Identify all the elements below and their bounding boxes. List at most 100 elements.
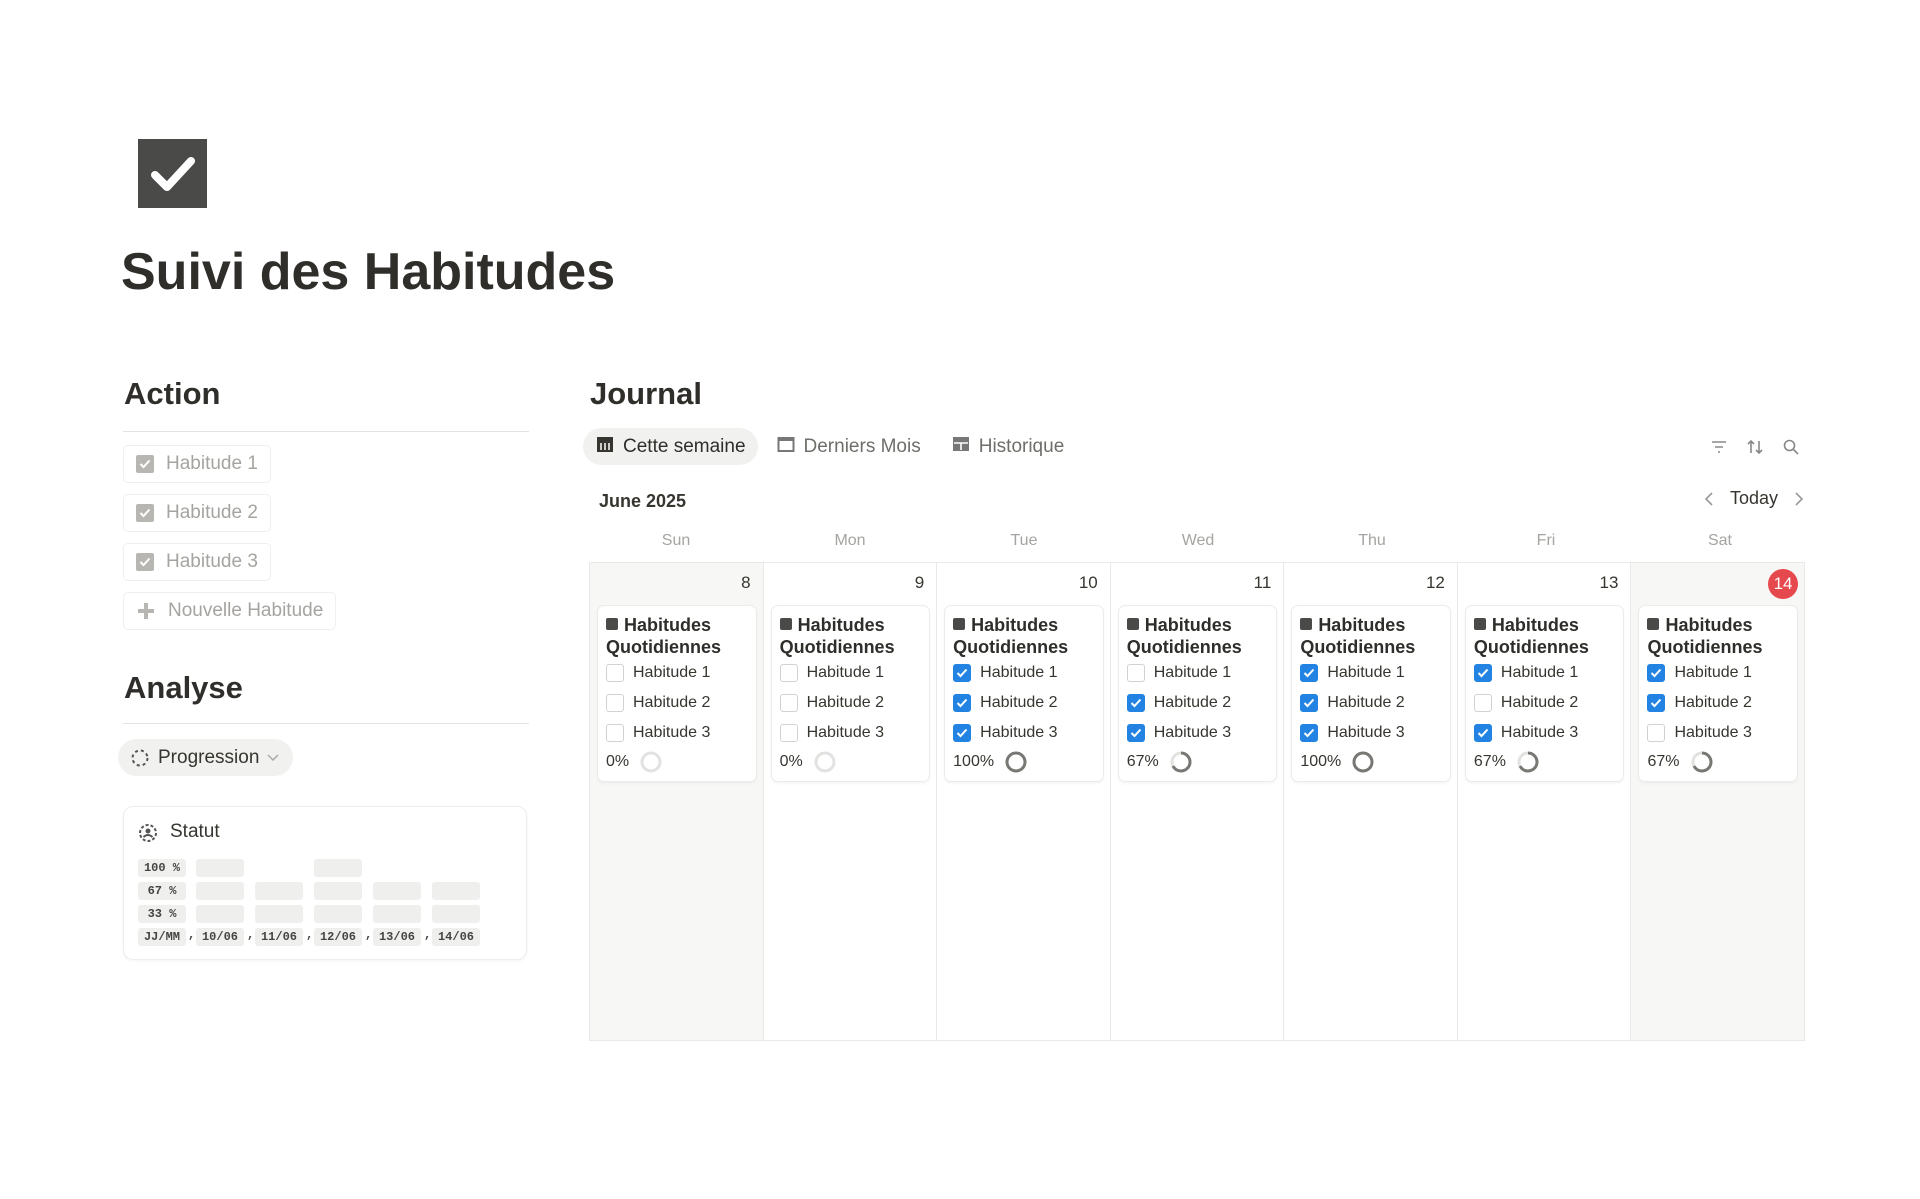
chevron-left-icon[interactable]	[1704, 491, 1714, 507]
habit-label: Habitude 2	[633, 694, 711, 711]
day-cell[interactable]: 11 Habitudes Quotidiennes Habitude 1 Habitu…	[1111, 563, 1285, 1040]
habit-checkbox[interactable]	[1300, 694, 1319, 712]
tab-historique[interactable]: Historique	[939, 428, 1077, 465]
habit-label: Habitude 2	[166, 502, 258, 523]
habit-card[interactable]: Habitudes Quotidiennes Habitude 1 Habitude…	[598, 606, 756, 781]
progress-ring	[1170, 751, 1192, 773]
habit-label: Habitude 3	[1674, 724, 1752, 741]
habit-button[interactable]: Habitude 1	[123, 445, 271, 483]
day-cell[interactable]: 8 Habitudes Quotidiennes Habitude 1 Habitud…	[590, 563, 764, 1040]
weekday-header: Sat	[1707, 532, 1732, 549]
habit-card[interactable]: Habitudes Quotidiennes Habitude 1 Habitude…	[1118, 606, 1277, 781]
habit-checkbox[interactable]	[779, 664, 798, 682]
habit-checkbox[interactable]	[1126, 664, 1145, 682]
tab-derniers-mois[interactable]: Derniers Mois	[764, 428, 933, 465]
habit-checkbox[interactable]	[1300, 724, 1319, 742]
search-icon[interactable]	[1782, 438, 1800, 456]
new-habit-button[interactable]: Nouvelle Habitude	[123, 592, 337, 630]
status-bar-cell	[255, 905, 303, 923]
habit-checkbox[interactable]	[953, 724, 972, 742]
divider	[123, 431, 529, 432]
habit-label: Habitude 1	[1327, 664, 1405, 681]
habit-card[interactable]: Habitudes Quotidiennes Habitude 1 Habitude…	[1292, 606, 1450, 781]
checkbox-icon	[136, 455, 154, 473]
status-bar-cell	[432, 905, 480, 923]
checkbox-icon	[1647, 618, 1660, 630]
date-label: 13/06	[373, 928, 421, 946]
card-title: Habitudes Quotidiennes	[953, 615, 1069, 657]
habit-card[interactable]: Habitudes Quotidiennes Habitude 1 Habitude…	[1465, 606, 1624, 781]
status-bar-cell	[255, 882, 303, 900]
status-bar-cell	[196, 905, 244, 923]
tab-cette-semaine[interactable]: Cette semaine	[583, 428, 758, 465]
date-label: 11/06	[255, 928, 303, 946]
today-button[interactable]: Today	[1729, 488, 1778, 508]
habit-label: Habitude 1	[806, 664, 884, 681]
tab-label: Historique	[978, 435, 1065, 457]
habit-label: Habitude 2	[1674, 694, 1752, 711]
habit-checkbox[interactable]	[606, 694, 624, 712]
habit-checkbox[interactable]	[1473, 694, 1492, 712]
habit-checkbox[interactable]	[1647, 664, 1666, 682]
weekday-header: Thu	[1358, 532, 1386, 549]
day-cell[interactable]: 13 Habitudes Quotidiennes Habitude 1 Habitu…	[1458, 563, 1632, 1040]
weekday-header: Fri	[1536, 532, 1556, 549]
status-icon	[139, 824, 157, 842]
habit-card[interactable]: Habitudes Quotidiennes Habitude 1 Habitude…	[1639, 606, 1798, 781]
progress-circle-icon	[131, 749, 149, 766]
status-bar-cell	[196, 882, 244, 900]
habit-checkbox[interactable]	[1126, 724, 1145, 742]
weekday-header: Wed	[1181, 532, 1215, 549]
checkbox-icon	[779, 618, 792, 630]
habit-checkbox[interactable]	[1647, 694, 1666, 712]
habit-label: Habitude 2	[1500, 694, 1579, 711]
chevron-right-icon[interactable]	[1794, 491, 1804, 507]
habit-button[interactable]: Habitude 3	[123, 543, 271, 581]
chevron-down-icon	[267, 753, 279, 761]
day-cell[interactable]: 14 Habitudes Quotidiennes Habitude 1 Habitu…	[1631, 563, 1805, 1040]
calendar-icon	[776, 434, 796, 460]
habit-checkbox[interactable]	[1300, 664, 1319, 682]
progress-percent: 67%	[1473, 753, 1506, 770]
status-bar-cell	[314, 882, 362, 900]
habit-checkbox[interactable]	[779, 724, 798, 742]
habit-label: Habitude 3	[1153, 724, 1232, 741]
sort-icon[interactable]	[1746, 438, 1764, 456]
progression-view-button[interactable]: Progression	[118, 739, 294, 776]
status-bar-cell	[314, 859, 362, 877]
axis-label: JJ/MM	[138, 928, 186, 946]
status-bar-cell	[314, 905, 362, 923]
status-bar-cell	[432, 882, 480, 900]
progress-percent: 67%	[1647, 753, 1680, 770]
habit-checkbox[interactable]	[1473, 664, 1492, 682]
row-label: 33 %	[138, 905, 186, 923]
habit-card[interactable]: Habitudes Quotidiennes Habitude 1 Habitude…	[945, 606, 1103, 781]
habit-checkbox[interactable]	[1126, 694, 1145, 712]
progress-ring	[1005, 751, 1027, 773]
habit-label: Habitude 3	[633, 724, 711, 741]
tab-label: Derniers Mois	[803, 435, 921, 457]
habit-checkbox[interactable]	[1473, 724, 1492, 742]
day-cell[interactable]: 9 Habitudes Quotidiennes Habitude 1 Habitud…	[764, 563, 938, 1040]
card-title: Habitudes Quotidiennes	[1300, 615, 1416, 657]
day-cell[interactable]: 10 Habitudes Quotidiennes Habitude 1 Habitu…	[937, 563, 1111, 1040]
habit-checkbox[interactable]	[953, 664, 972, 682]
checkbox-icon	[136, 553, 154, 571]
date-label: 14/06	[432, 928, 480, 946]
view-toolbar	[1710, 438, 1800, 456]
habit-checkbox[interactable]	[606, 664, 624, 682]
habit-button[interactable]: Habitude 2	[123, 494, 271, 532]
day-cell[interactable]: 12 Habitudes Quotidiennes Habitude 1 Habitu…	[1284, 563, 1458, 1040]
filter-icon[interactable]	[1710, 438, 1728, 456]
progress-ring	[1352, 751, 1374, 773]
day-number: 11	[1253, 573, 1272, 592]
progress-ring	[640, 751, 662, 773]
habit-checkbox[interactable]	[779, 694, 798, 712]
tab-label: Cette semaine	[623, 435, 746, 457]
checkbox-icon	[1300, 618, 1313, 630]
day-number: 13	[1599, 573, 1619, 592]
habit-checkbox[interactable]	[606, 724, 624, 742]
habit-card[interactable]: Habitudes Quotidiennes Habitude 1 Habitude…	[771, 606, 930, 781]
habit-checkbox[interactable]	[953, 694, 972, 712]
habit-checkbox[interactable]	[1647, 724, 1666, 742]
